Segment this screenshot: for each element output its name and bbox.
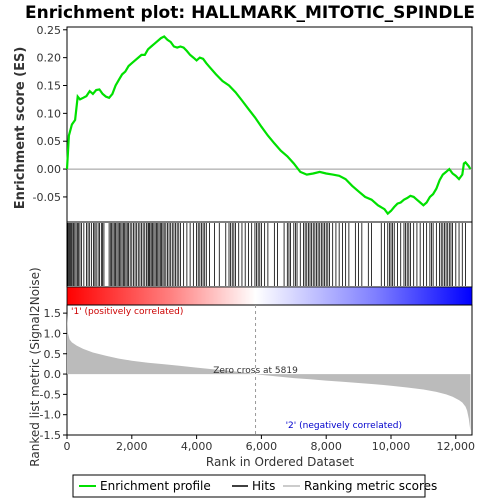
x-axis: 0 2,000 4,000 6,000 8,000 10,000 12,000	[64, 435, 476, 453]
es-y-tick-label: 0.10	[37, 107, 62, 120]
legend-enrichment-label: Enrichment profile	[100, 479, 211, 493]
es-y-tick-label: 0.00	[37, 163, 62, 176]
legend: Enrichment profile Hits Ranking metric s…	[72, 474, 437, 498]
chart-title: Enrichment plot: HALLMARK_MITOTIC_SPINDL…	[25, 3, 475, 23]
ranked-y-tick-label: 1.0	[44, 327, 62, 340]
correlation-heatmap-bar	[66, 286, 473, 306]
ranked-y-tick-label: -1.5	[40, 429, 61, 442]
enrichment-panel: 0.25 0.20 0.15 0.10 0.05 0.00 -0.05	[33, 24, 473, 223]
es-y-tick-label: -0.05	[33, 191, 61, 204]
enrichment-plot-frame	[66, 26, 473, 223]
legend-ranking-label: Ranking metric scores	[304, 479, 437, 493]
es-y-axis-label: Enrichment score (ES)	[13, 47, 28, 210]
legend-hits-label: Hits	[252, 479, 275, 493]
ranked-y-tick-label: 0.0	[44, 368, 62, 381]
ranked-y-tick-label: 0.5	[44, 348, 62, 361]
es-y-tick-label: 0.15	[37, 80, 62, 93]
x-tick-label: 4,000	[181, 440, 213, 453]
ranked-y-tick-label: -1.0	[40, 409, 61, 422]
x-tick-label: 2,000	[116, 440, 148, 453]
ranked-y-axis-label: Ranked list metric (Signal2Noise)	[28, 267, 42, 466]
ranked-metric-panel: 1.5 1.0 0.5 0.0 -0.5 -1.0 -1.5	[40, 304, 473, 442]
hits-frame	[66, 221, 473, 288]
x-tick-label: 0	[64, 440, 71, 453]
hits-panel	[66, 221, 473, 288]
ranked-y-tick-label: 1.5	[44, 307, 62, 320]
es-y-tick-label: 0.05	[37, 135, 62, 148]
heatmap-panel	[66, 286, 473, 306]
x-tick-label: 8,000	[310, 440, 342, 453]
enrichment-profile-line	[65, 35, 472, 216]
x-tick-label: 6,000	[246, 440, 278, 453]
es-y-tick-label: 0.25	[37, 24, 62, 37]
x-axis-label: Rank in Ordered Dataset	[206, 455, 354, 469]
ranked-y-tick-label: -0.5	[40, 388, 61, 401]
x-tick-label: 10,000	[372, 440, 411, 453]
es-y-tick-label: 0.20	[37, 52, 62, 65]
x-tick-label: 12,000	[437, 440, 476, 453]
positive-correlation-label: '1' (positively correlated)	[71, 307, 183, 317]
legend-box	[72, 474, 426, 498]
zero-cross-label: Zero cross at 5819	[213, 366, 298, 376]
negative-correlation-label: '2' (negatively correlated)	[286, 421, 402, 431]
ranking-metric-area	[67, 313, 471, 431]
